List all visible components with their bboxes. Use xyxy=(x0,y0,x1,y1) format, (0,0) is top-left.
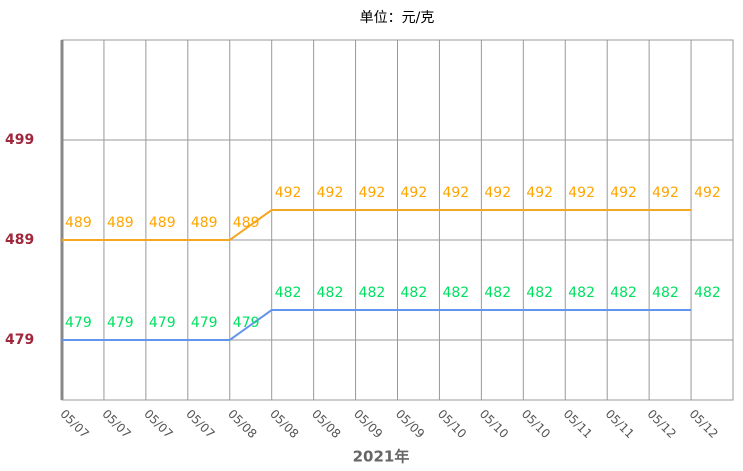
data-label: 479 xyxy=(233,315,260,331)
data-label: 489 xyxy=(191,215,218,231)
data-label: 492 xyxy=(568,185,595,201)
data-label: 482 xyxy=(610,285,637,301)
chart-title: 单位：元/克 xyxy=(360,10,435,26)
x-tick-label: 05/07 xyxy=(141,407,175,441)
data-label: 489 xyxy=(65,215,92,231)
y-tick-label: 489 xyxy=(5,232,34,248)
data-label: 492 xyxy=(317,185,344,201)
data-label: 482 xyxy=(442,285,469,301)
data-label: 492 xyxy=(401,185,428,201)
data-label: 482 xyxy=(694,285,721,301)
data-label: 492 xyxy=(442,185,469,201)
x-tick-label: 05/12 xyxy=(686,407,720,441)
data-label: 482 xyxy=(275,285,302,301)
x-tick-label: 05/07 xyxy=(57,407,91,441)
x-tick-label: 05/09 xyxy=(351,407,385,441)
data-label: 489 xyxy=(107,215,134,231)
x-tick-label: 05/08 xyxy=(267,407,301,441)
x-tick-label: 05/07 xyxy=(183,407,217,441)
x-tick-label: 05/11 xyxy=(561,407,595,441)
data-label: 482 xyxy=(652,285,679,301)
data-label: 479 xyxy=(191,315,218,331)
x-tick-label: 05/07 xyxy=(99,407,133,441)
data-label: 492 xyxy=(610,185,637,201)
data-label: 492 xyxy=(275,185,302,201)
data-label: 492 xyxy=(484,185,511,201)
data-label: 492 xyxy=(359,185,386,201)
x-tick-label: 05/08 xyxy=(309,407,343,441)
data-label: 492 xyxy=(526,185,553,201)
data-label: 482 xyxy=(526,285,553,301)
x-tick-label: 05/09 xyxy=(393,407,427,441)
data-label: 492 xyxy=(694,185,721,201)
x-tick-label: 05/12 xyxy=(645,407,679,441)
data-label: 482 xyxy=(359,285,386,301)
x-tick-label: 05/10 xyxy=(519,407,553,441)
data-label: 479 xyxy=(149,315,176,331)
y-tick-label: 499 xyxy=(5,132,34,148)
data-label: 482 xyxy=(568,285,595,301)
x-tick-label: 05/08 xyxy=(225,407,259,441)
data-label: 482 xyxy=(484,285,511,301)
data-label: 482 xyxy=(401,285,428,301)
series-line xyxy=(62,209,692,241)
data-label: 479 xyxy=(107,315,134,331)
series-line xyxy=(62,309,692,341)
data-label: 482 xyxy=(317,285,344,301)
y-tick-label: 479 xyxy=(5,332,34,348)
x-tick-label: 05/10 xyxy=(477,407,511,441)
data-label: 489 xyxy=(233,215,260,231)
x-tick-label: 05/11 xyxy=(603,407,637,441)
data-label: 479 xyxy=(65,315,92,331)
x-axis-title: 2021年 xyxy=(353,448,410,466)
x-tick-label: 05/10 xyxy=(435,407,469,441)
data-label: 492 xyxy=(652,185,679,201)
data-label: 489 xyxy=(149,215,176,231)
